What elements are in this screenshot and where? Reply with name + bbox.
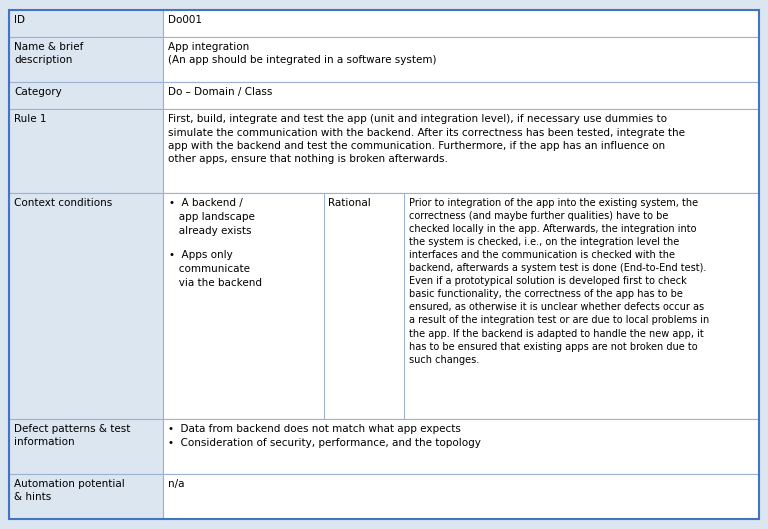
Text: Do001: Do001	[168, 14, 202, 24]
Text: Category: Category	[15, 87, 62, 97]
Bar	[9, 82, 163, 110]
Bar	[9, 193, 163, 419]
Bar	[9, 37, 163, 82]
Text: •  Consideration of security, performance, and the topology: • Consideration of security, performance…	[168, 438, 481, 448]
Text: First, build, integrate and test the app (unit and integration level), if necess: First, build, integrate and test the app…	[168, 114, 685, 164]
Bar	[163, 474, 759, 519]
Text: Rule 1: Rule 1	[15, 114, 47, 124]
Text: ID: ID	[15, 14, 25, 24]
Text: •  Data from backend does not match what app expects: • Data from backend does not match what …	[168, 424, 461, 434]
Bar	[163, 37, 759, 82]
Text: Do – Domain / Class: Do – Domain / Class	[168, 87, 272, 97]
Text: Name & brief
description: Name & brief description	[15, 42, 84, 65]
Bar	[163, 110, 759, 193]
Text: Automation potential
& hints: Automation potential & hints	[15, 479, 125, 503]
Bar	[9, 419, 163, 474]
Bar	[9, 474, 163, 519]
Text: Rational: Rational	[328, 198, 370, 208]
Text: Context conditions: Context conditions	[15, 198, 112, 208]
Bar	[163, 419, 759, 474]
Text: Prior to integration of the app into the existing system, the
correctness (and m: Prior to integration of the app into the…	[409, 198, 710, 364]
Bar	[163, 10, 759, 37]
Bar	[9, 110, 163, 193]
Bar	[163, 82, 759, 110]
Bar	[163, 193, 759, 419]
Text: n/a: n/a	[168, 479, 184, 489]
Text: •  A backend /
   app landscape
   already exists: • A backend / app landscape already exis…	[169, 198, 255, 236]
Text: Defect patterns & test
information: Defect patterns & test information	[15, 424, 131, 447]
Bar	[9, 10, 163, 37]
Text: App integration
(An app should be integrated in a software system): App integration (An app should be integr…	[168, 42, 436, 65]
Text: •  Apps only
   communicate
   via the backend: • Apps only communicate via the backend	[169, 250, 262, 288]
